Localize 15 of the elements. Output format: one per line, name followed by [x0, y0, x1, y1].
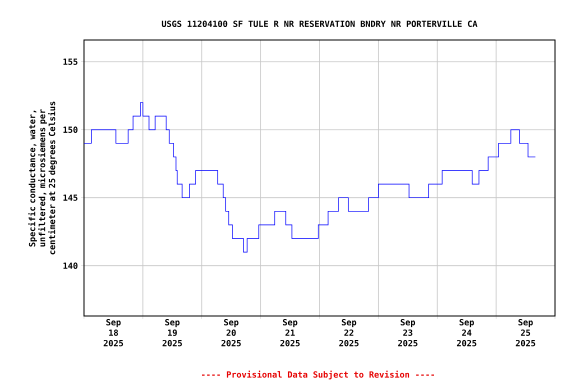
- text: ---- Provisional Data Subject to Revision ----: [202, 370, 434, 380]
- y-tick-label: 150: [63, 126, 78, 133]
- x-tick-label: Sep 21 2025: [280, 319, 300, 346]
- y-tick-label: 140: [63, 262, 78, 269]
- x-tick-label: Sep 19 2025: [162, 319, 182, 346]
- x-tick-label: Sep 24 2025: [456, 319, 476, 346]
- y-tick-label: 155: [63, 58, 78, 65]
- x-tick-label: Sep 22 2025: [339, 319, 359, 346]
- x-tick-label: Sep 23 2025: [398, 319, 418, 346]
- x-tick-label: Sep 18 2025: [104, 319, 124, 346]
- x-tick-label: Sep 20 2025: [221, 319, 241, 346]
- x-tick-label: Sep 25 2025: [516, 319, 536, 346]
- y-axis-title: Specific conductance, water, unfiltered, microsiemens per centimeter at 25 degrees Celsius: [28, 102, 57, 254]
- chart-title: USGS 11204100 SF TULE R NR RESERVATION BNDRY NR PORTERVILLE CA: [162, 20, 478, 27]
- y-tick-label: 145: [63, 194, 78, 201]
